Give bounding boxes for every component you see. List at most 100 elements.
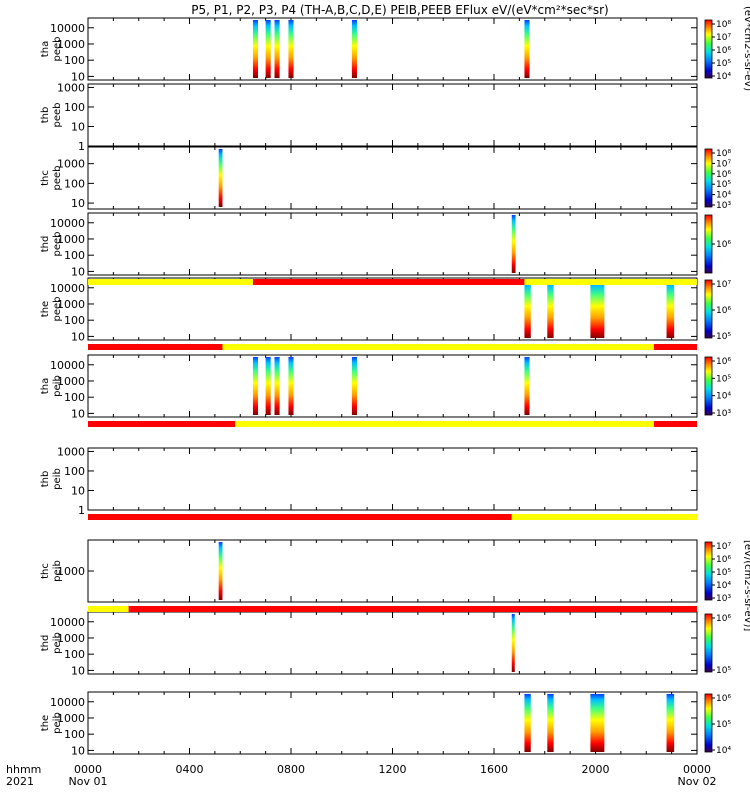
colorbar	[704, 214, 713, 274]
plot-title: P5, P1, P2, P3, P4 (TH-A,B,C,D,E) PEIB,P…	[191, 3, 608, 17]
mode-segment	[88, 514, 512, 520]
colorbar-tick-label: 10³	[716, 594, 731, 604]
mode-bar	[88, 514, 697, 520]
data-burst	[524, 357, 530, 415]
data-burst	[218, 542, 223, 600]
panel-the-peib: 10 100 1000 10000 the peib 10⁴ 10⁵ 10⁶	[40, 691, 731, 757]
panel-frame	[87, 277, 698, 341]
panel-ylabel-probe: tha	[40, 41, 51, 57]
y-tick-label: 100	[64, 249, 85, 262]
y-tick-label: 10000	[50, 616, 85, 629]
colorbar-axis-label-top: (eV*cm2-s-sr-eV)	[742, 6, 750, 91]
colorbar-tick-label: 10⁶	[716, 614, 731, 624]
panel-frame	[87, 146, 698, 210]
y-tick-label: 10000	[50, 696, 85, 709]
colorbar-tick-label: 10⁷	[716, 159, 731, 169]
colorbar-tick-label: 10⁶	[716, 46, 731, 56]
colorbar-tick-label: 10⁶	[716, 306, 731, 316]
x-date-label: Nov 02	[678, 775, 717, 788]
colorbar-tick-label: 10⁵	[716, 720, 731, 730]
data-burst	[265, 357, 271, 415]
colorbar	[704, 541, 713, 601]
colorbar-tick-label: 10⁵	[716, 568, 731, 578]
data-burst	[511, 614, 515, 672]
colorbar-tick-label: 10⁴	[716, 746, 731, 756]
colorbar	[704, 19, 713, 79]
mode-segment	[88, 421, 236, 427]
y-tick-label: 1000	[57, 233, 85, 246]
panel-thc-peeb: 10 100 1000 10000 tha peeb 10⁴ 10⁵ 10⁶ 10⁷ 10⁸	[40, 17, 731, 83]
data-burst	[265, 20, 271, 78]
colorbar	[704, 613, 713, 673]
panel-ylabel-species: peeb	[52, 166, 63, 191]
data-burst	[590, 694, 605, 752]
x-corner-bottom: 2021	[6, 775, 34, 788]
y-tick-label: 1	[78, 504, 85, 517]
colorbar-tick-label: 10⁵	[716, 332, 731, 342]
data-burst	[252, 357, 259, 415]
colorbar-tick-label: 10⁵	[716, 59, 731, 69]
colorbar-tick-label: 10⁷	[716, 33, 731, 43]
y-tick-label: 10	[71, 120, 85, 133]
panel-tha-peib: 10 100 1000 10000 tha peib 10³ 10⁴ 10⁵ 10⁶	[40, 354, 731, 420]
y-tick-label: 100	[64, 728, 85, 741]
x-axis: hhmm 2021 0000 0400 0800 1200 1600 2000 0000No…	[6, 763, 716, 788]
panel-ylabel-probe: thc	[40, 170, 51, 186]
y-tick-label: 10000	[50, 282, 85, 295]
mode-segment	[128, 606, 698, 612]
mode-bars	[88, 279, 698, 612]
mode-bar	[88, 606, 698, 612]
colorbar-tick-label: 10⁴	[716, 191, 731, 201]
panel-the-peeb: 10 100 1000 10000 the peeb 10⁵ 10⁶ 10⁷	[40, 277, 731, 343]
y-tick-label: 1000	[57, 565, 85, 578]
panel-thb-peeb: 1 10 100 1000 thb peeb	[40, 81, 698, 153]
panel-ylabel-probe: the	[40, 301, 51, 317]
data-burst	[547, 694, 554, 752]
mode-segment	[653, 344, 697, 350]
colorbar-tick-label: 10⁸	[716, 20, 731, 30]
mode-bar	[88, 421, 697, 427]
y-tick-label: 100	[64, 177, 85, 190]
data-burst	[524, 20, 530, 78]
mode-segment	[235, 421, 654, 427]
data-burst	[590, 280, 605, 338]
data-burst	[666, 280, 675, 338]
colorbar	[704, 693, 713, 753]
panel-frame	[87, 212, 698, 276]
y-tick-label: 10	[71, 664, 85, 677]
y-tick-label: 1	[78, 140, 85, 153]
panel-frame	[87, 691, 698, 755]
colorbar-tick-label: 10⁴	[716, 392, 731, 402]
data-burst	[351, 20, 357, 78]
panel-ylabel-species: peib	[52, 560, 63, 582]
colorbar-tick-label: 10⁶	[716, 555, 731, 565]
y-tick-label: 10	[71, 197, 85, 210]
y-tick-label: 1000	[57, 38, 85, 51]
data-burst	[524, 694, 531, 752]
colorbar-tick-label: 10³	[716, 201, 731, 211]
panel-frame	[87, 539, 698, 603]
panel-ylabel-probe: thd	[40, 635, 51, 652]
x-tick-label: 0000	[74, 763, 102, 776]
mode-bar	[88, 279, 697, 285]
data-burst	[218, 149, 223, 207]
mode-segment	[252, 279, 525, 285]
panel-ylabel-probe: the	[40, 715, 51, 731]
panel-ylabel-species: peeb	[52, 103, 63, 128]
y-tick-label: 10	[71, 484, 85, 497]
y-tick-label: 1000	[57, 445, 85, 458]
panel-thc-peib: 1000 thc peib 10³ 10⁴ 10⁵ 10⁶ 10⁷	[40, 539, 731, 604]
mode-segment	[222, 344, 654, 350]
y-tick-label: 100	[64, 465, 85, 478]
y-tick-label: 10000	[50, 359, 85, 372]
y-tick-label: 10	[71, 744, 85, 757]
mode-bar	[88, 344, 697, 350]
y-tick-label: 1000	[57, 158, 85, 171]
panel-frame	[87, 611, 698, 675]
panel-ylabel-probe: thc	[40, 563, 51, 579]
data-burst	[666, 694, 675, 752]
y-tick-label: 100	[64, 314, 85, 327]
panel-ylabel-species: peib	[52, 632, 63, 654]
